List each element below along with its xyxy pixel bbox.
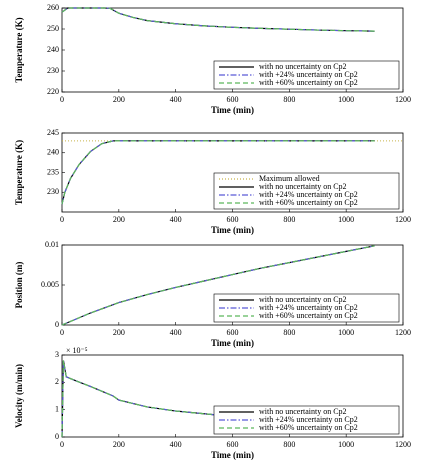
x-axis-label: Time (min) bbox=[211, 225, 254, 235]
x-tick-label: 400 bbox=[170, 95, 182, 104]
series-line bbox=[61, 140, 375, 205]
x-tick-label: 800 bbox=[283, 440, 295, 449]
legend-label: with +24% uncertainty on Cp2 bbox=[259, 415, 358, 424]
legend-label: with no uncertainty on Cp2 bbox=[259, 182, 347, 191]
legend-label: with no uncertainty on Cp2 bbox=[259, 295, 347, 304]
y-tick-label: 0.01 bbox=[45, 240, 59, 249]
y-tick-label: 235 bbox=[47, 167, 59, 176]
x-tick-label: 600 bbox=[227, 95, 239, 104]
legend-label: with +60% uncertainty on Cp2 bbox=[259, 198, 358, 207]
x-tick-label: 400 bbox=[170, 215, 182, 224]
y-axis-label: Temperature (K) bbox=[14, 140, 24, 205]
x-tick-label: 1200 bbox=[395, 328, 411, 337]
legend-label: with no uncertainty on Cp2 bbox=[259, 407, 347, 416]
x-tick-label: 1000 bbox=[338, 328, 354, 337]
legend-label: with +60% uncertainty on Cp2 bbox=[259, 423, 358, 432]
y-tick-label: 240 bbox=[47, 45, 59, 54]
legend-label: with no uncertainty on Cp2 bbox=[259, 62, 347, 71]
y-tick-label: 0.005 bbox=[41, 280, 59, 289]
y-axis-label: Temperature (K) bbox=[14, 17, 24, 82]
x-axis-label: Time (min) bbox=[211, 105, 254, 115]
x-tick-label: 800 bbox=[283, 215, 295, 224]
legend-label: with +60% uncertainty on Cp2 bbox=[259, 311, 358, 320]
x-tick-label: 800 bbox=[283, 95, 295, 104]
x-tick-label: 0 bbox=[60, 328, 64, 337]
y-tick-label: 0 bbox=[55, 432, 59, 441]
legend-label: with +24% uncertainty on Cp2 bbox=[259, 70, 358, 79]
x-tick-label: 1200 bbox=[395, 440, 411, 449]
x-tick-label: 400 bbox=[170, 440, 182, 449]
y-axis-label: Velocity (m/min) bbox=[14, 364, 24, 428]
x-tick-label: 800 bbox=[283, 328, 295, 337]
legend-label: with +60% uncertainty on Cp2 bbox=[259, 78, 358, 87]
x-tick-label: 1000 bbox=[338, 215, 354, 224]
y-tick-label: 250 bbox=[47, 24, 59, 33]
legend-label: Maximum allowed bbox=[259, 174, 320, 183]
x-tick-label: 0 bbox=[60, 215, 64, 224]
y-tick-label: 0 bbox=[55, 320, 59, 329]
y-tick-label: 3 bbox=[55, 350, 59, 359]
x-tick-label: 0 bbox=[60, 95, 64, 104]
y-tick-label: 240 bbox=[47, 148, 59, 157]
x-axis-label: Time (min) bbox=[211, 338, 254, 348]
y-axis-label: Position (m) bbox=[14, 262, 24, 309]
x-tick-label: 0 bbox=[60, 440, 64, 449]
series-line bbox=[61, 245, 375, 326]
y-tick-label: 260 bbox=[47, 3, 59, 12]
x-axis-label: Time (min) bbox=[211, 450, 254, 460]
x-tick-label: 1000 bbox=[338, 440, 354, 449]
x-tick-label: 600 bbox=[227, 328, 239, 337]
x-tick-label: 1200 bbox=[395, 215, 411, 224]
x-tick-label: 600 bbox=[227, 440, 239, 449]
x-tick-label: 600 bbox=[227, 215, 239, 224]
axis-multiplier: × 10⁻⁵ bbox=[66, 346, 88, 355]
y-tick-label: 230 bbox=[47, 66, 59, 75]
y-tick-label: 230 bbox=[47, 187, 59, 196]
x-tick-label: 1000 bbox=[338, 95, 354, 104]
y-tick-label: 2 bbox=[55, 377, 59, 386]
x-tick-label: 200 bbox=[113, 215, 125, 224]
series-line bbox=[61, 7, 375, 32]
y-tick-label: 1 bbox=[55, 404, 59, 413]
x-tick-label: 200 bbox=[113, 328, 125, 337]
x-tick-label: 400 bbox=[170, 328, 182, 337]
y-tick-label: 220 bbox=[47, 87, 59, 96]
legend-label: with +24% uncertainty on Cp2 bbox=[259, 303, 358, 312]
x-tick-label: 200 bbox=[113, 440, 125, 449]
x-tick-label: 1200 bbox=[395, 95, 411, 104]
y-tick-label: 245 bbox=[47, 128, 59, 137]
x-tick-label: 200 bbox=[113, 95, 125, 104]
legend-label: with +24% uncertainty on Cp2 bbox=[259, 190, 358, 199]
